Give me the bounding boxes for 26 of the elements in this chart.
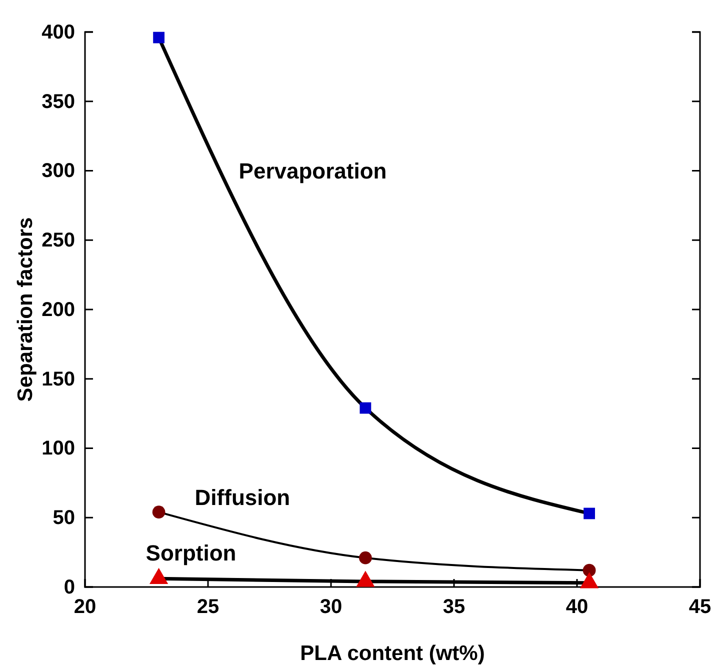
x-tick-label: 40 (566, 596, 588, 618)
y-tick-label: 150 (42, 368, 75, 390)
point (153, 32, 164, 44)
y-tick-label: 0 (64, 576, 75, 598)
point (584, 508, 595, 520)
x-tick-label: 25 (196, 596, 220, 618)
point (582, 564, 596, 577)
y-tick-label: 250 (42, 230, 75, 252)
x-tick-label: 20 (74, 596, 96, 618)
series-label: Pervaporation (238, 158, 387, 184)
y-tick-label: 300 (42, 160, 75, 182)
x-axis-title: PLA content (wt%) (300, 642, 485, 665)
y-tick-label: 350 (42, 90, 75, 113)
x-tick-label: 30 (320, 596, 342, 618)
y-axis-title: Separation factors (14, 217, 37, 402)
point (359, 551, 372, 564)
y-tick-label: 100 (42, 438, 75, 460)
y-tick-label: 400 (42, 21, 75, 44)
series-label: Diffusion (194, 485, 290, 510)
series-label: Sorption (146, 540, 236, 566)
point (152, 506, 166, 518)
y-tick-label: 200 (42, 298, 75, 321)
point (360, 402, 372, 414)
y-tick-label: 50 (52, 507, 75, 530)
x-tick-label: 45 (688, 596, 712, 618)
x-tick-label: 35 (442, 596, 466, 618)
